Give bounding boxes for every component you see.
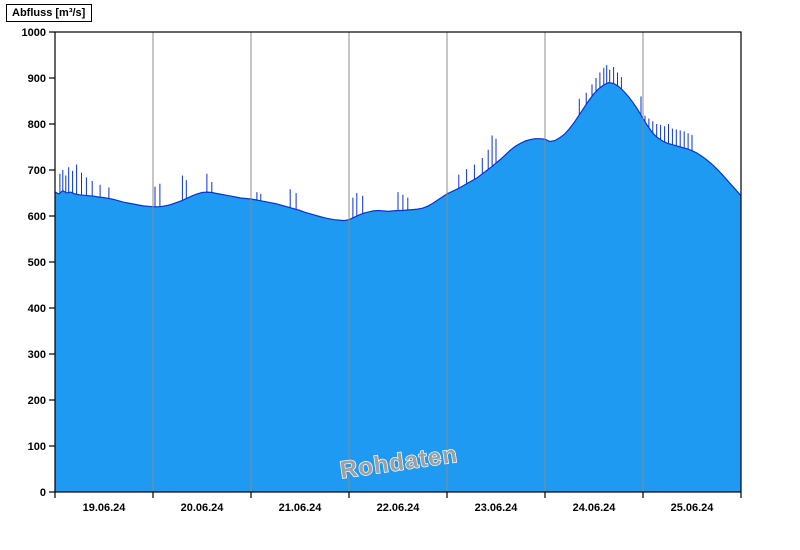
discharge-line (54, 81, 742, 222)
discharge-area (55, 82, 741, 492)
y-tick-label: 700 (28, 165, 46, 177)
x-tick-label: 25.06.24 (671, 502, 715, 514)
x-tick-label: 19.06.24 (83, 502, 127, 514)
x-tick-label: 24.06.24 (573, 502, 617, 514)
y-tick-label: 0 (40, 487, 46, 499)
noise-spikes (59, 65, 693, 218)
y-tick-label: 500 (28, 257, 46, 269)
y-tick-label: 100 (28, 441, 46, 453)
y-tick-label: 800 (28, 119, 46, 131)
y-tick-label: 600 (28, 211, 46, 223)
x-tick-label: 21.06.24 (279, 502, 323, 514)
y-tick-label: 200 (28, 395, 46, 407)
x-tick-label: 20.06.24 (181, 502, 225, 514)
y-tick-label: 300 (28, 349, 46, 361)
y-tick-label: 400 (28, 303, 46, 315)
y-tick-label: 900 (28, 73, 46, 85)
chart-title: Abfluss [m³/s] (6, 4, 93, 22)
y-tick-label: 1000 (22, 27, 46, 39)
x-tick-label: 22.06.24 (377, 502, 421, 514)
x-tick-label: 23.06.24 (475, 502, 519, 514)
